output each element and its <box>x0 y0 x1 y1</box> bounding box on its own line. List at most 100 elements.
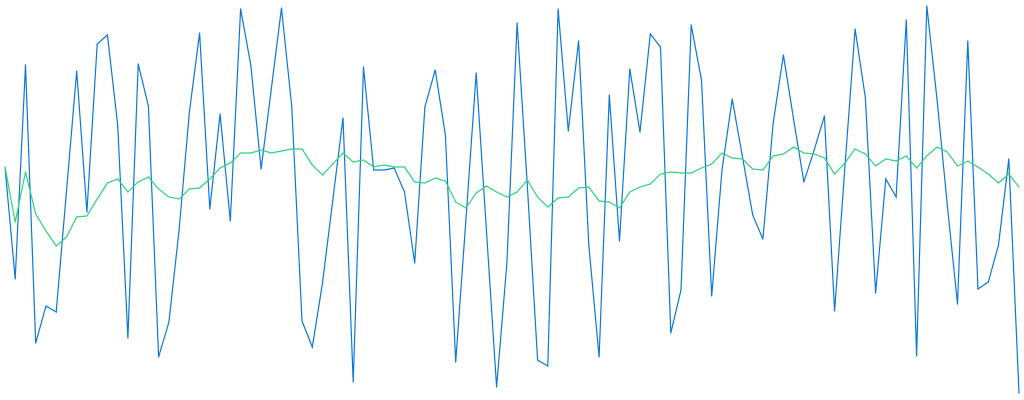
series-2-point <box>793 146 795 148</box>
series-2-point <box>639 186 641 188</box>
series-2-point <box>65 236 68 238</box>
series-1-point <box>403 191 406 193</box>
series-1-point <box>629 68 631 70</box>
series-1-point <box>782 54 785 56</box>
series-1-point <box>465 219 467 221</box>
series-1-point <box>711 295 713 297</box>
series-1-point <box>14 278 16 280</box>
series-2-point <box>270 152 272 154</box>
series-1-point <box>752 214 754 216</box>
series-1-point <box>956 303 959 305</box>
series-2-point <box>240 152 242 154</box>
series-1-point <box>209 208 211 210</box>
series-1-point <box>199 32 201 34</box>
series-1-point <box>260 168 262 170</box>
series-1-point <box>414 262 416 264</box>
series-1-point <box>127 337 129 339</box>
series-1-point <box>291 106 293 108</box>
series-1-point <box>567 130 569 132</box>
series-1-point <box>96 43 98 45</box>
series-1-point <box>700 79 703 81</box>
series-2-point <box>45 230 47 232</box>
series-2-point <box>885 158 887 160</box>
series-1-point <box>946 204 948 206</box>
series-2-point <box>803 152 805 154</box>
series-2-point <box>946 151 948 153</box>
series-1-point <box>926 5 928 7</box>
series-1-point <box>24 64 27 66</box>
series-1-point <box>219 113 221 115</box>
series-2-point <box>383 164 385 166</box>
series-1-point <box>690 24 692 26</box>
series-2-point <box>690 172 692 174</box>
series-2-point <box>680 172 682 174</box>
series-2-point <box>854 148 856 150</box>
series-1-point <box>1008 158 1010 160</box>
series-2-point <box>4 166 6 168</box>
series-2-point <box>526 179 529 181</box>
series-1-point <box>916 355 918 357</box>
series-1-point <box>86 211 88 213</box>
series-2-point <box>414 181 416 183</box>
series-1-point <box>229 220 231 222</box>
series-1-point <box>311 346 313 348</box>
series-2-point <box>188 188 190 190</box>
series-1-point <box>670 332 672 334</box>
series-1-point <box>455 361 457 363</box>
series-1-point <box>506 262 508 264</box>
series-1-point <box>967 40 969 42</box>
series-2-point <box>485 185 487 187</box>
series-1-point <box>106 34 108 36</box>
series-2-point <box>147 176 149 178</box>
series-1-point <box>731 98 733 100</box>
series-1-point <box>393 167 395 169</box>
series-2-point <box>916 167 918 169</box>
series-2-point <box>608 201 610 203</box>
series-1-point <box>1018 392 1020 394</box>
series-2-point <box>557 197 559 199</box>
series-1-point <box>895 196 897 198</box>
series-2-point <box>311 164 313 166</box>
series-2-point <box>721 152 723 154</box>
series-2-point <box>537 196 539 198</box>
series-1-point <box>280 7 283 9</box>
series-2-point <box>711 163 713 165</box>
series-1-point <box>424 106 426 108</box>
series-1-point <box>373 169 375 171</box>
series-2-point <box>332 163 334 165</box>
series-2-point <box>956 165 959 167</box>
series-2-point <box>24 171 27 173</box>
series-2-point <box>403 166 406 168</box>
series-1-point <box>588 244 590 246</box>
series-1-point <box>475 72 477 74</box>
series-2-point <box>598 200 600 202</box>
series-2-point <box>291 148 293 150</box>
series-1-point <box>147 105 149 107</box>
series-2-point <box>475 192 477 194</box>
series-1-point <box>639 131 641 133</box>
series-2-point <box>137 181 139 183</box>
series-2-point <box>936 146 938 148</box>
series-1-point <box>772 122 774 124</box>
series-1 <box>4 5 1020 394</box>
series-1-point <box>516 22 518 24</box>
series-1-point <box>270 88 272 90</box>
series-2-point <box>117 178 119 180</box>
series-1-point <box>250 64 252 66</box>
series-2-point <box>578 187 580 189</box>
series-1-point <box>741 156 744 158</box>
series-1-point <box>721 169 723 171</box>
series-2-point <box>35 213 37 215</box>
series-1-point <box>659 46 662 48</box>
series-2-point <box>199 187 201 189</box>
series-1-point <box>362 66 365 68</box>
series-2-point <box>209 178 211 180</box>
series-1-line <box>4 5 1020 394</box>
series-2-point <box>967 160 969 162</box>
series-2-point <box>342 152 344 154</box>
series-1-point <box>875 292 877 294</box>
series-1-point <box>885 178 887 180</box>
series-2-point <box>158 188 160 190</box>
series-2-point <box>926 155 928 157</box>
series-2-point <box>362 159 365 161</box>
